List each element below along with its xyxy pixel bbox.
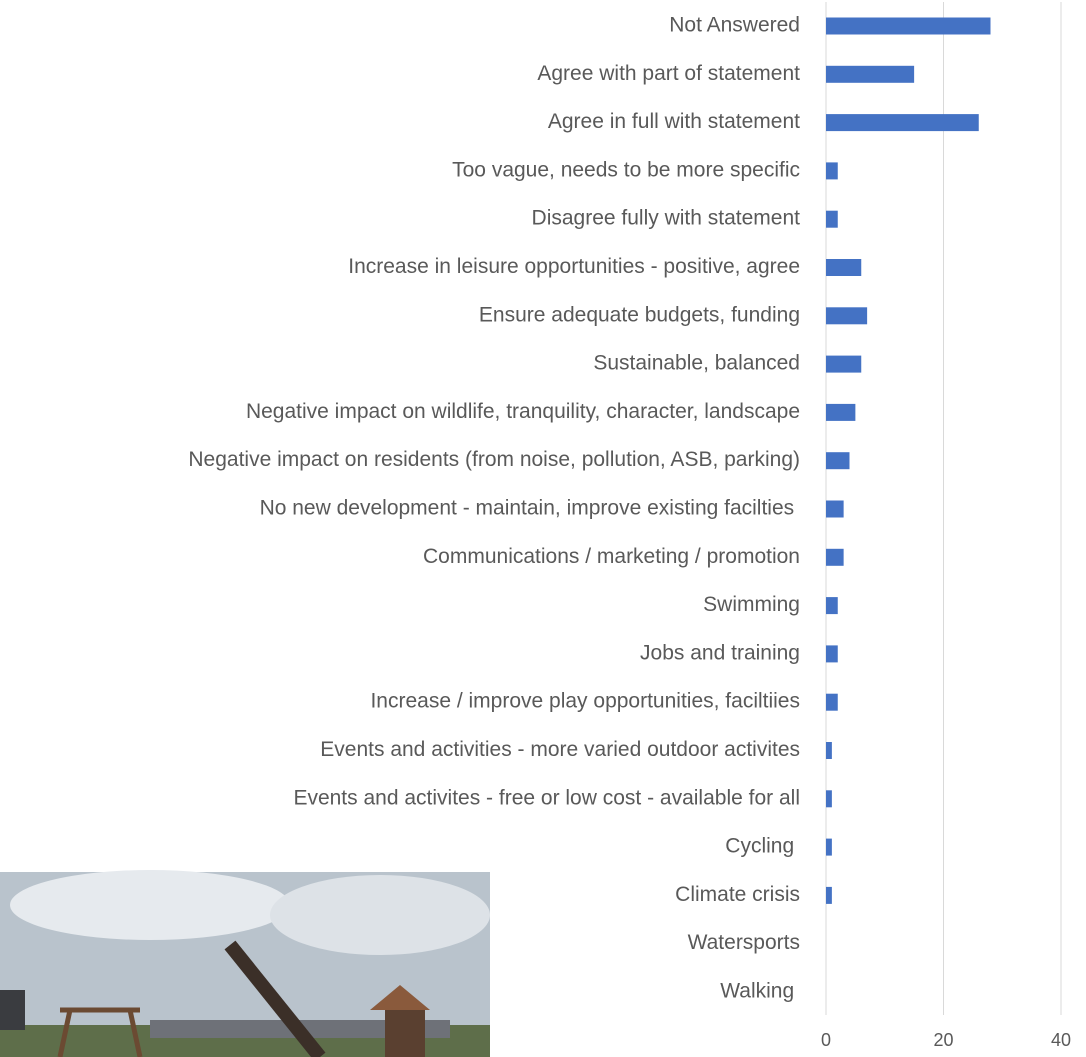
bar: [826, 66, 914, 83]
y-tick-label: Ensure adequate budgets, funding: [479, 303, 800, 326]
bar: [826, 549, 844, 566]
chart: 0 20 40 Not Answered Agree with part of stat…: [0, 0, 1086, 1057]
bar: [826, 694, 838, 711]
bar: [826, 452, 850, 469]
bar: [826, 211, 838, 228]
y-tick-label: Negative impact on wildlife, tranquility…: [246, 400, 800, 423]
y-tick-label: Walking: [720, 980, 800, 1003]
bar: [826, 404, 855, 421]
y-tick-label: Not Answered: [669, 14, 800, 37]
bar: [826, 501, 844, 518]
y-tick-label: Disagree fully with statement: [532, 207, 801, 230]
bar: [826, 645, 838, 662]
y-tick-label: Communications / marketing / promotion: [423, 545, 800, 568]
x-tick-label: 0: [821, 1030, 831, 1050]
bar: [826, 259, 861, 276]
bar: [826, 162, 838, 179]
y-tick-label: Agree with part of statement: [537, 62, 800, 85]
y-tick-label: Negative impact on residents (from noise…: [188, 448, 800, 471]
y-tick-label: Events and activities - more varied outd…: [320, 738, 800, 761]
bar: [826, 356, 861, 373]
bar: [826, 307, 867, 324]
y-tick-label: Watersports: [688, 931, 800, 954]
bar: [826, 114, 979, 131]
y-tick-label: Increase in leisure opportunities - posi…: [348, 255, 800, 278]
y-tick-label: Too vague, needs to be more specific: [452, 158, 800, 181]
x-tick-label: 40: [1051, 1030, 1071, 1050]
y-tick-label: Increase / improve play opportunities, f…: [370, 690, 800, 713]
photo: [0, 870, 490, 1057]
y-tick-label: Jobs and training: [640, 641, 800, 664]
bar: [826, 742, 832, 759]
bar: [826, 839, 832, 856]
y-tick-label: Sustainable, balanced: [593, 352, 800, 375]
bar: [826, 18, 991, 35]
bar: [826, 597, 838, 614]
x-tick-label: 20: [933, 1030, 953, 1050]
bar: [826, 790, 832, 807]
y-tick-label: Cycling: [725, 835, 800, 858]
y-tick-label: Events and activites - free or low cost …: [293, 786, 800, 809]
y-tick-label: Climate crisis: [675, 883, 800, 906]
y-tick-label: Agree in full with statement: [548, 110, 800, 133]
y-tick-label: No new development - maintain, improve e…: [260, 497, 800, 520]
y-tick-label: Swimming: [703, 593, 800, 616]
bar: [826, 887, 832, 904]
